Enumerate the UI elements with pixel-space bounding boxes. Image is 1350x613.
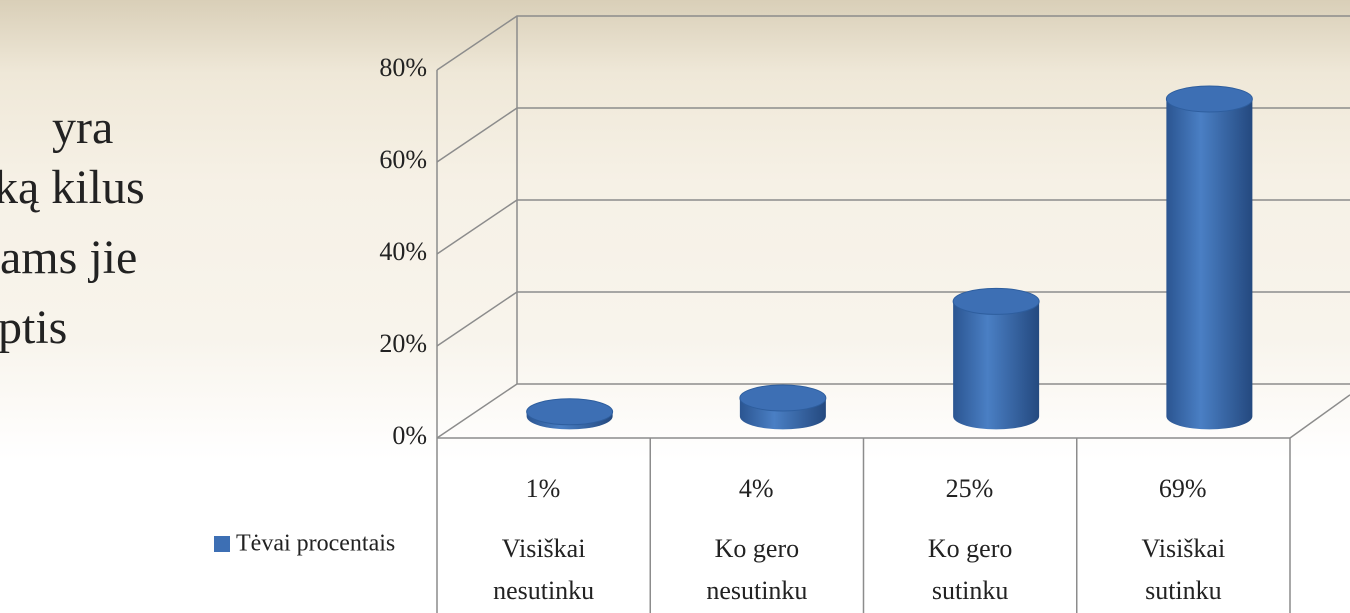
- value-label: 4%: [738, 474, 774, 503]
- x-tick-label: Visiškai nesutinku: [493, 534, 595, 605]
- cylinder-top: [526, 398, 614, 426]
- side-text: ams jie: [0, 231, 138, 284]
- cylinder-top: [952, 287, 1040, 315]
- bar: [526, 398, 614, 430]
- side-text: yra: [52, 101, 114, 154]
- y-tick-label: 60%: [379, 145, 427, 174]
- bar: [739, 384, 827, 430]
- cylinder-body: [953, 301, 1040, 430]
- x-tick-label: Ko gero nesutinku: [706, 534, 808, 605]
- cylinder-top: [1165, 85, 1253, 113]
- cylinder-body: [1166, 99, 1253, 430]
- value-label: 25%: [945, 474, 994, 503]
- y-tick-label: 0%: [392, 421, 427, 450]
- legend-label: Tėvai procentais: [236, 531, 395, 557]
- value-label: 69%: [1158, 474, 1207, 503]
- bar: [1165, 85, 1253, 430]
- side-text: ptis: [0, 301, 68, 354]
- x-tick-label: Ko gero sutinku: [927, 534, 1013, 605]
- y-tick-label: 80%: [379, 53, 427, 82]
- floor-right-edge: [1289, 394, 1350, 439]
- cylinder-top: [739, 384, 827, 412]
- legend-swatch: [214, 536, 230, 552]
- x-tick-label: Visiškai sutinku: [1141, 534, 1226, 605]
- value-label: 1%: [525, 474, 561, 503]
- y-tick-label: 20%: [379, 329, 427, 358]
- side-text: ką kilus: [0, 161, 145, 214]
- bar: [952, 287, 1040, 430]
- y-tick-label: 40%: [379, 237, 427, 266]
- grid-line: [436, 15, 1350, 71]
